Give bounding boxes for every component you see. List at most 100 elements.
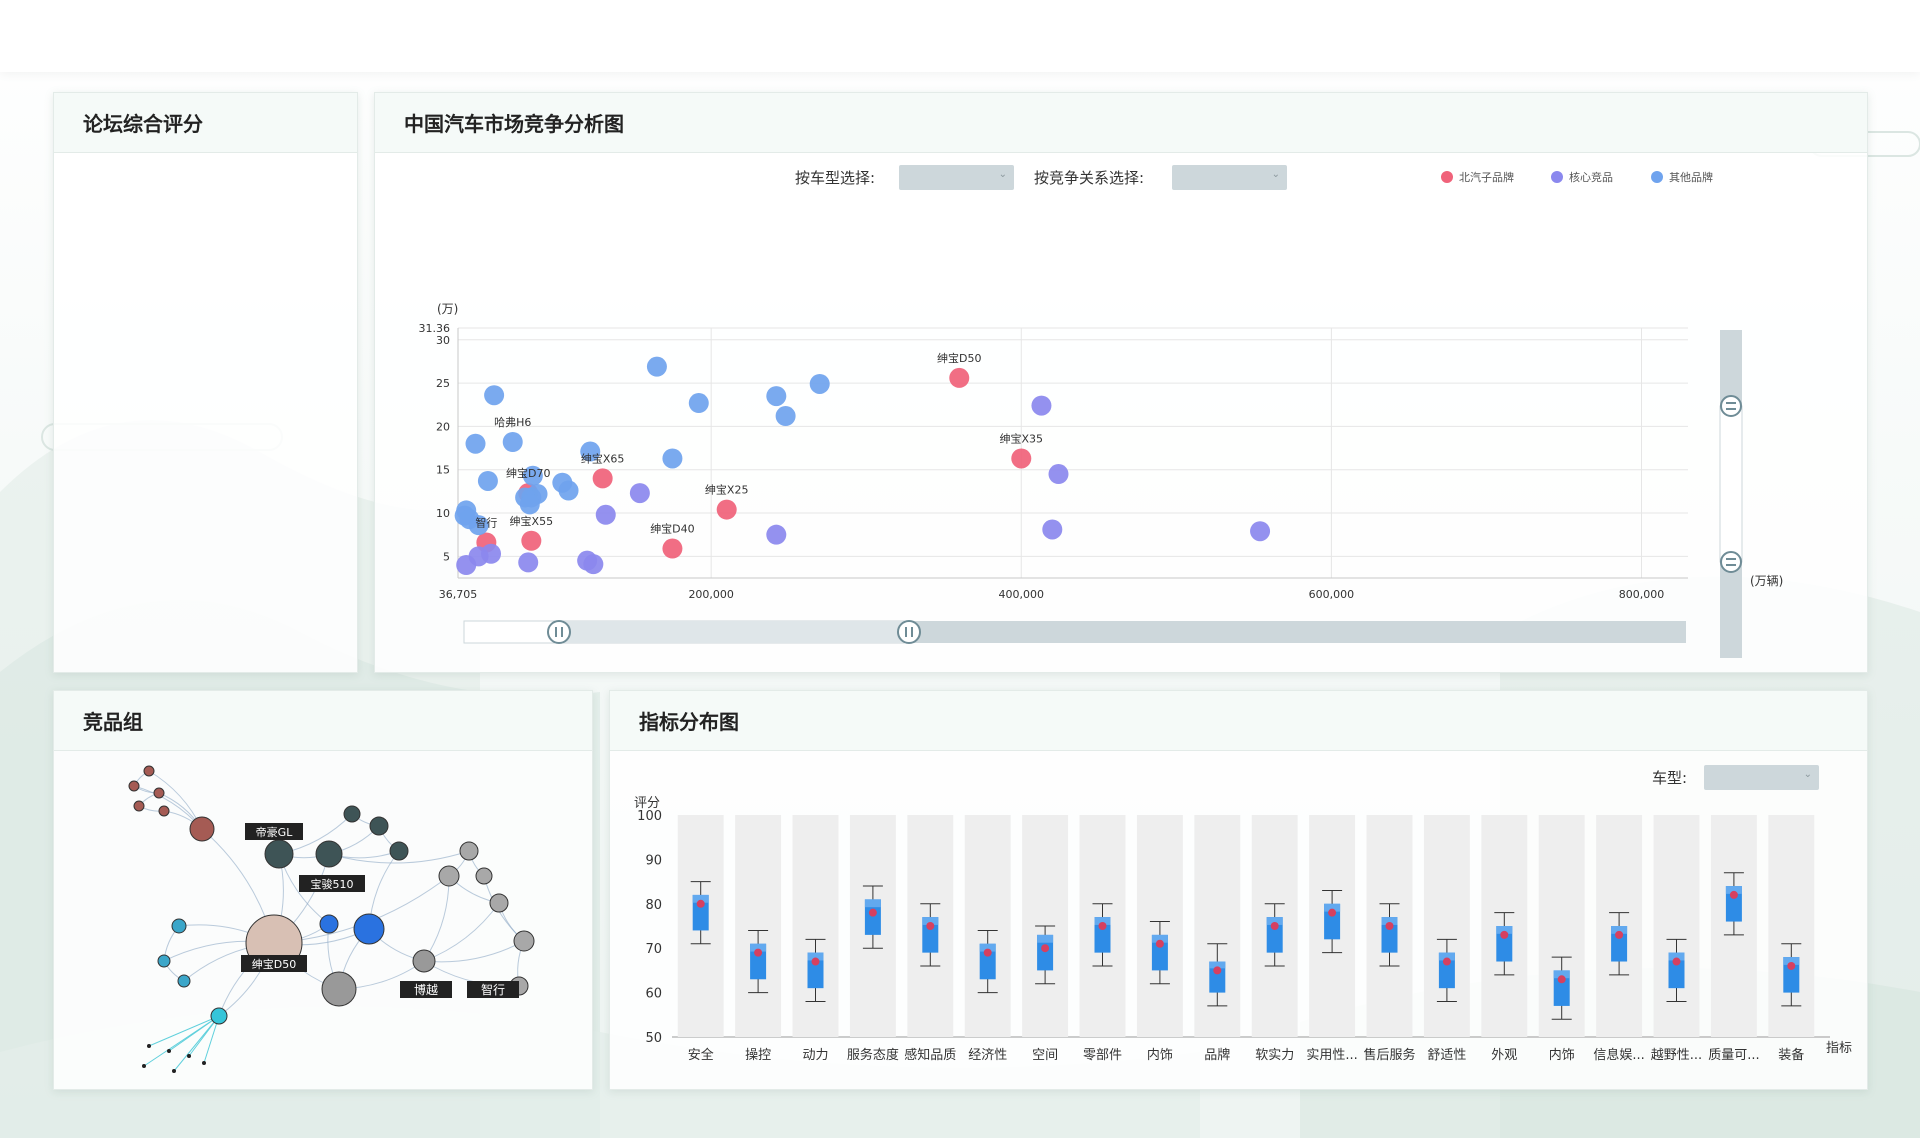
- median-dot: [1500, 930, 1509, 939]
- node-label-baojun510[interactable]: 宝骏510: [299, 875, 365, 892]
- node-boyue: [321, 971, 357, 1007]
- scatter-point-other: [502, 431, 523, 452]
- point-label: 绅宝X65: [581, 451, 625, 465]
- legend-dot-icon: [1651, 171, 1663, 183]
- y-zoom-handle-bottom[interactable]: [1720, 551, 1742, 573]
- legend-dot-icon: [1441, 171, 1453, 183]
- box-upper: [979, 943, 996, 952]
- scatter-point-other: [468, 515, 489, 536]
- category-band: [1653, 815, 1700, 1037]
- network-leaf-node: [167, 1049, 171, 1053]
- box-marks: [690, 872, 1802, 1020]
- chevron-down-icon: ⌄: [1803, 769, 1812, 780]
- y-tick-label: 70: [645, 942, 662, 957]
- median-dot: [1155, 939, 1164, 948]
- box-grid: 50 60 70 80 90 100 安全 操控 动力 服务态度 感知品质 经济性 空间 零部件 内饰 品牌 软…: [637, 809, 1830, 1063]
- node-red-small: [158, 805, 170, 817]
- x-tick-label: 品牌: [1204, 1047, 1230, 1063]
- x-tick-label: 质量可...: [1708, 1048, 1759, 1063]
- node-dark-small: [389, 841, 409, 861]
- scatter-point-other: [519, 494, 540, 515]
- node-teal: [171, 918, 187, 934]
- box-upper: [1151, 934, 1168, 943]
- scatter-point-core: [1250, 521, 1271, 542]
- panel-title: 竞品组: [83, 710, 143, 734]
- node-label-text: 宝骏510: [311, 877, 354, 891]
- node-label-text: 智行: [481, 982, 505, 997]
- box-upper: [1553, 970, 1570, 979]
- legend-baic[interactable]: 北汽子品牌: [1441, 169, 1514, 185]
- point-label: 绅宝D70: [506, 466, 550, 480]
- median-dot: [1787, 961, 1796, 970]
- scatter-point-other: [522, 465, 543, 486]
- x-tick-label: 内饰: [1147, 1047, 1173, 1063]
- x-zoom-handle-right[interactable]: [897, 620, 921, 644]
- car-type-label: 按车型选择:: [795, 169, 876, 187]
- node-gray-small: [475, 867, 493, 885]
- node-label-dihaogl[interactable]: 帝豪GL: [245, 823, 303, 840]
- node-gray-small: [438, 865, 460, 887]
- x-tick-label: 软实力: [1255, 1048, 1294, 1063]
- node-label-boyue[interactable]: 博越: [400, 981, 452, 998]
- y-tick-label: 30: [436, 334, 450, 347]
- median-dot: [1328, 908, 1337, 917]
- box-upper: [1266, 917, 1283, 925]
- median-dot: [1270, 922, 1279, 930]
- scatter-point-baic: [521, 530, 542, 551]
- box-upper: [692, 894, 709, 903]
- median-dot: [1213, 966, 1222, 975]
- car-type-select[interactable]: ⌄: [899, 165, 1014, 190]
- node-label-zhixing[interactable]: 智行: [467, 981, 519, 998]
- box-upper: [1381, 917, 1398, 925]
- median-dot: [983, 948, 992, 957]
- box-body: [864, 899, 881, 935]
- y-tick-label: 90: [645, 853, 662, 868]
- x-tick-label: 零部件: [1083, 1048, 1122, 1063]
- relation-select[interactable]: ⌄: [1172, 165, 1287, 190]
- scatter-point-baic: [662, 538, 683, 559]
- box-upper: [1725, 886, 1742, 894]
- box-upper: [1209, 961, 1226, 969]
- legend-dot-icon: [1551, 171, 1563, 183]
- legend-label: 其他品牌: [1669, 171, 1713, 184]
- y-zoom-handle-top[interactable]: [1720, 395, 1742, 417]
- network-edge: [423, 875, 450, 962]
- y-tick-label: 80: [645, 898, 662, 913]
- indicator-car-type-select[interactable]: ⌄: [1704, 765, 1819, 790]
- legend-core[interactable]: 核心竞品: [1551, 169, 1613, 185]
- median-dot: [811, 957, 820, 966]
- y-tick-label: 15: [436, 464, 450, 477]
- x-tick-label: 动力: [802, 1048, 828, 1063]
- forum-score-header: 论坛综合评分: [54, 93, 357, 153]
- point-label: 绅宝D40: [650, 522, 694, 536]
- market-analysis-header: 中国汽车市场竞争分析图: [375, 93, 1867, 153]
- indicator-distribution-header: 指标分布图: [610, 691, 1867, 751]
- y-tick-label: 50: [645, 1031, 662, 1046]
- chevron-down-icon: ⌄: [998, 169, 1007, 180]
- node-gray-small: [489, 893, 509, 913]
- x-zoom-handle-left[interactable]: [547, 620, 571, 644]
- panel-title: 论坛综合评分: [83, 112, 203, 136]
- box-upper: [1094, 917, 1111, 925]
- node-gray-small: [459, 841, 479, 861]
- x-tick-label: 200,000: [688, 588, 734, 601]
- box-upper: [1324, 903, 1341, 912]
- node-label-shenbaod50[interactable]: 绅宝D50: [241, 955, 307, 972]
- median-dot: [1442, 957, 1451, 966]
- box-upper: [750, 943, 767, 952]
- median-dot: [1041, 944, 1050, 953]
- scatter-point-core: [518, 552, 539, 573]
- scatter-point-core: [1048, 464, 1069, 485]
- network-nodes: [128, 765, 535, 1073]
- x-zoom-selected[interactable]: [559, 621, 904, 643]
- x-tick-label: 外观: [1491, 1048, 1517, 1063]
- median-dot: [1557, 975, 1566, 984]
- scatter-point-other: [558, 480, 579, 501]
- box-body: [1037, 934, 1054, 971]
- point-label: 哈弗H6: [494, 415, 531, 429]
- legend-label: 核心竞品: [1569, 171, 1613, 184]
- legend-other[interactable]: 其他品牌: [1651, 169, 1713, 185]
- y-zoom-window[interactable]: [1719, 405, 1743, 563]
- scatter-point-core: [1042, 519, 1063, 540]
